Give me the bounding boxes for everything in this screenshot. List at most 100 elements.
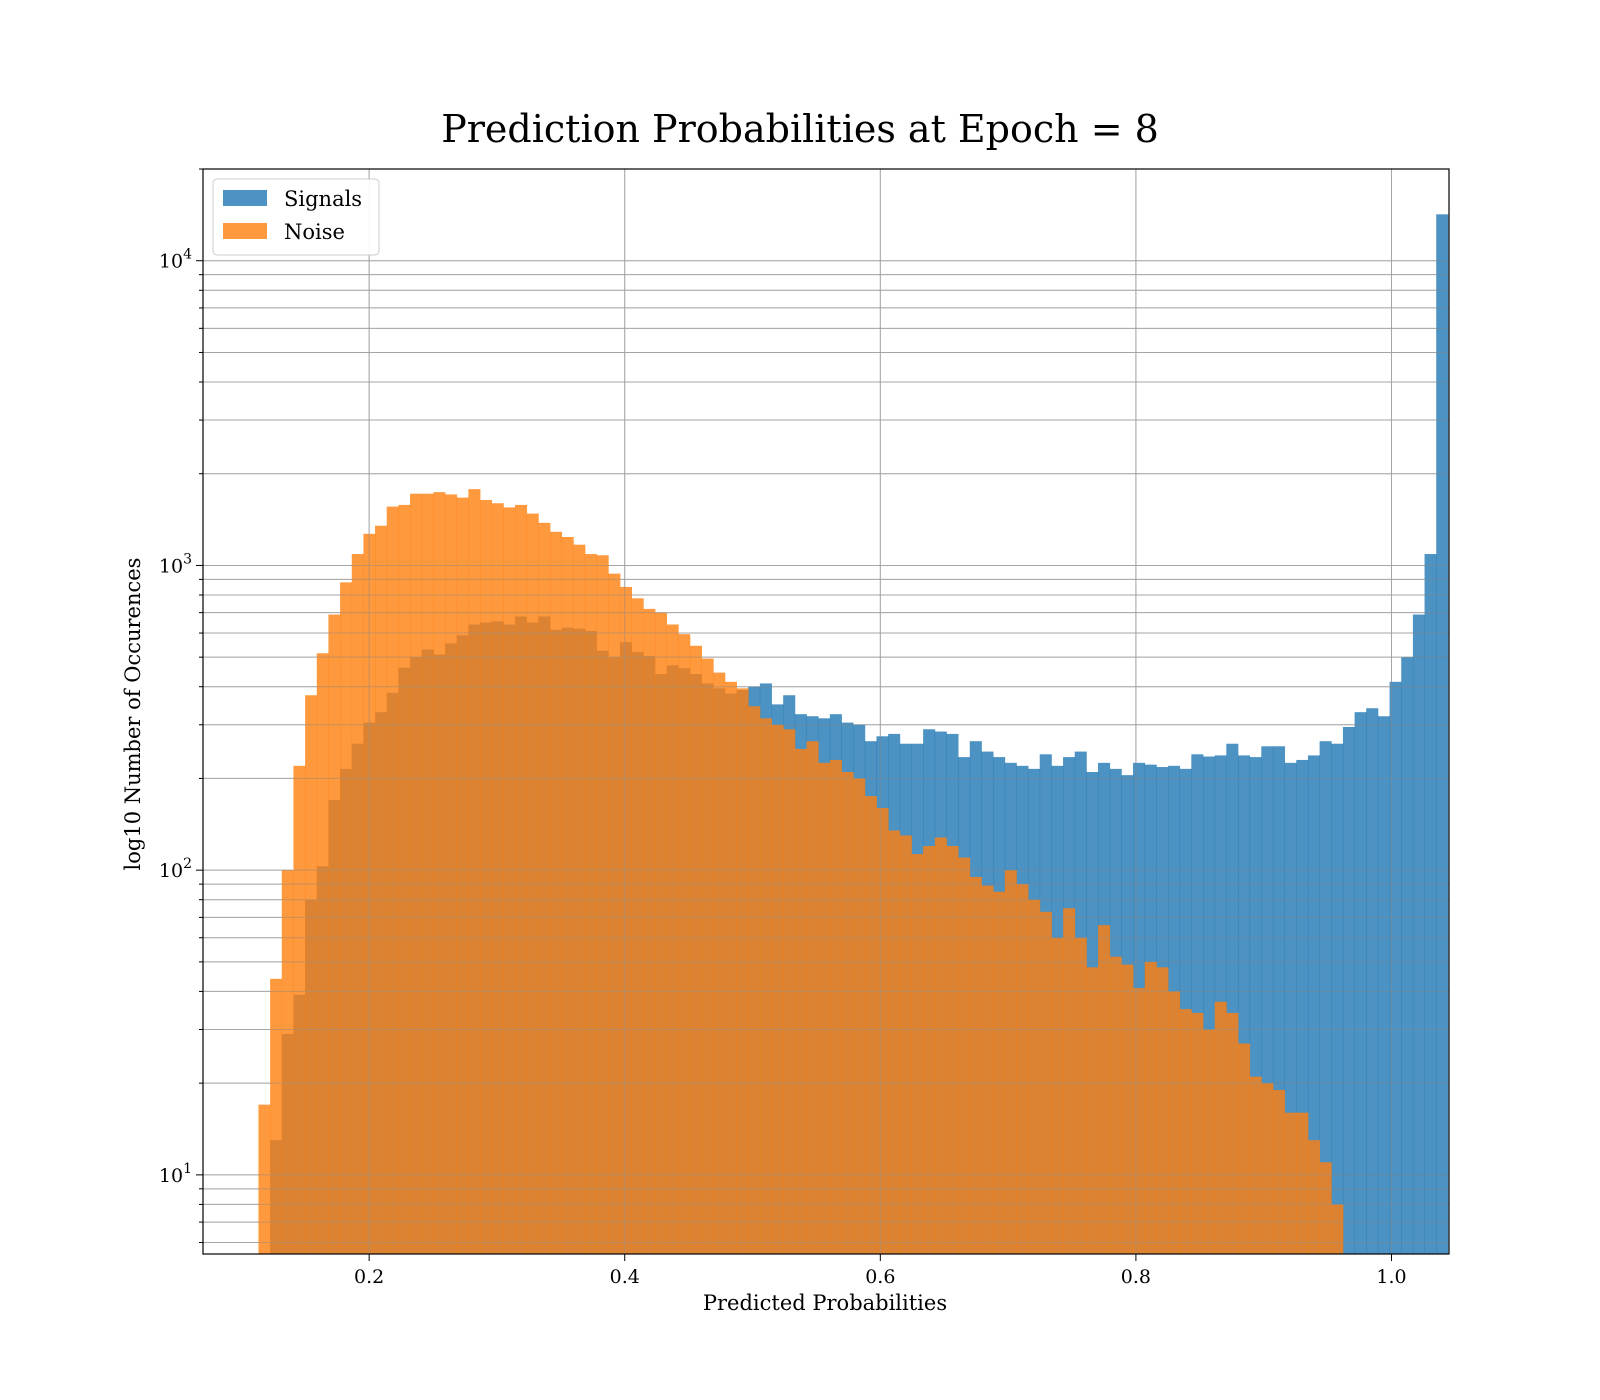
grid-overlay [203,169,1449,1254]
bar-noise [759,718,772,1254]
bar-noise [480,499,493,1254]
bar-signals [1377,716,1390,1254]
bar-noise [1144,961,1157,1254]
legend-label-noise: Noise [284,220,345,244]
bar-noise [270,978,283,1254]
bar-noise [608,573,621,1254]
bar-noise [1226,1012,1239,1254]
bar-noise [1039,911,1052,1254]
legend-label-signals: Signals [284,187,362,211]
bar-noise [1179,1009,1192,1254]
bar-noise [584,554,598,1254]
bar-noise [1261,1083,1274,1254]
bar-noise [1074,937,1087,1254]
bar-noise [946,846,959,1254]
bar-noise [1272,1089,1286,1254]
bar-noise [818,762,831,1254]
bar-noise [1051,937,1064,1254]
bar-noise [934,837,947,1254]
bar-noise [1133,988,1146,1254]
bar-noise [806,741,819,1254]
bar-noise [1098,925,1111,1254]
bar-signals [1424,554,1437,1254]
bar-noise [736,688,749,1254]
bar-noise [619,586,633,1254]
bar-noise [981,885,994,1254]
bar-noise [643,608,656,1254]
bar-noise [281,870,294,1254]
bar-noise [526,513,539,1254]
bar-noise [899,835,912,1254]
bar-noise [503,507,516,1254]
bar-noise [573,544,586,1254]
bar-noise [1238,1043,1251,1254]
bar-noise [456,497,469,1254]
bar-noise [678,634,691,1254]
bar-noise [701,658,714,1254]
bar-noise [631,598,644,1254]
bar-noise [969,876,982,1254]
bar-noise [1156,967,1169,1254]
legend-swatch-noise [223,223,267,239]
bar-signals [1389,681,1402,1254]
bar-noise [1331,1204,1344,1254]
y-tick-label: 103 [159,551,192,577]
bar-signals [1354,712,1367,1254]
bar-noise [1086,967,1099,1254]
y-axis-label: log10 Number of Occurences [121,558,145,871]
bar-noise [375,525,388,1254]
bar-noise [783,729,796,1254]
bar-noise [1168,991,1181,1254]
bar-noise [468,489,481,1254]
bar-noise [386,506,399,1254]
bar-noise [888,830,901,1254]
chart-title: Prediction Probabilities at Epoch = 8 [441,107,1159,151]
bar-noise [1028,899,1041,1254]
bar-noise [1121,964,1134,1254]
bar-noise [433,492,446,1254]
bar-noise [340,582,353,1254]
bar-noise [305,695,318,1254]
bar-noise [841,771,854,1254]
bar-noise [654,612,668,1254]
bar-noise [445,494,458,1254]
bar-noise [666,624,679,1254]
x-tick-label: 0.2 [354,1266,384,1288]
x-tick-label: 1.0 [1376,1266,1406,1288]
bar-noise [911,853,924,1254]
x-tick-label: 0.6 [865,1266,895,1288]
bar-noise [1063,908,1076,1254]
bar-noise [1296,1112,1309,1254]
bar-noise [829,759,842,1254]
bar-noise [689,645,702,1254]
bar-noise [958,857,971,1254]
bar-noise [421,493,434,1254]
legend: Signals Noise [212,178,380,256]
bar-noise [1004,870,1017,1254]
bar-noise [748,706,761,1254]
bar-noise [713,672,726,1254]
bar-noise [923,846,936,1254]
bar-noise [1319,1162,1332,1254]
bar-noise [1191,1012,1204,1254]
ticks-layer: 0.2 0.4 0.6 0.8 1.0 101 102 103 104 [159,168,1407,1288]
bar-signals [1436,214,1449,1254]
bars-layer [258,214,1449,1254]
bar-noise [794,748,807,1254]
bar-signals [1342,727,1355,1254]
bar-noise [316,653,329,1254]
bar-noise [864,796,877,1254]
bar-noise [993,891,1006,1254]
bar-noise [1109,956,1122,1254]
bar-noise [328,614,341,1254]
bar-noise [771,724,784,1254]
series-noise [258,489,1344,1254]
bar-noise [1203,1029,1216,1254]
bar-noise [549,531,563,1254]
bar-noise [351,554,364,1254]
plot-frame [202,168,1450,1255]
bar-noise [1307,1140,1321,1254]
bar-signals [1319,741,1332,1254]
x-tick-label: 0.4 [610,1266,640,1288]
bar-noise [491,503,504,1254]
